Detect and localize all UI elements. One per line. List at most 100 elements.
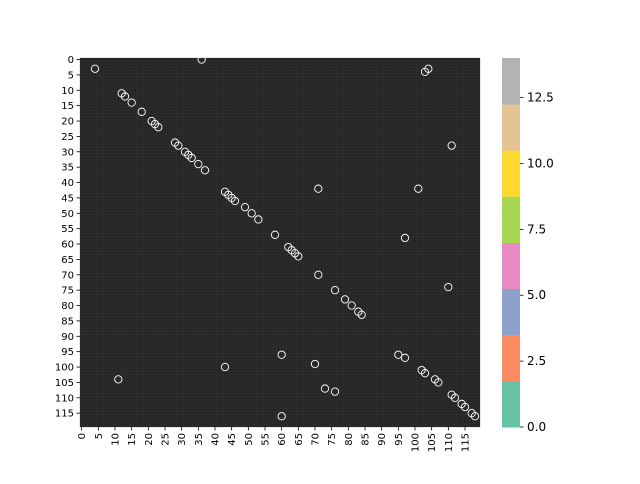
y-tick-label: 40 [61, 178, 74, 189]
y-tick-label: 5 [68, 70, 74, 81]
highlighted-cell [137, 107, 146, 116]
y-tick-label: 20 [61, 117, 74, 128]
y-tick-label: 0 [68, 55, 74, 66]
highlighted-cell [310, 359, 320, 369]
y-tick-label: 35 [61, 163, 74, 174]
y-tick-label: 105 [55, 378, 74, 389]
colorbar-segment [502, 104, 520, 151]
cell-grid [79, 57, 481, 428]
highlighted-cell [294, 252, 303, 261]
colorbar-tick-label: 5.0 [527, 288, 546, 302]
y-tick-label: 85 [61, 316, 74, 327]
highlighted-cell [414, 184, 423, 193]
x-tick-label: 70 [311, 433, 322, 446]
x-axis: 0 5 10 15 20 25 30 35 40 45 50 55 60 65 70 75 80 85 90 95 10… [77, 427, 472, 452]
highlighted-cell [254, 215, 263, 224]
y-tick-label: 25 [61, 132, 74, 143]
highlighted-cell [114, 375, 123, 384]
highlighted-cell [460, 402, 470, 412]
y-tick-label: 10 [61, 86, 74, 97]
x-tick-label: 55 [261, 433, 272, 446]
x-tick-label: 30 [177, 433, 188, 446]
x-tick-label: 95 [394, 433, 405, 446]
x-tick-label: 105 [427, 433, 438, 452]
colorbar-segment [502, 150, 520, 197]
colorbar-segment [502, 196, 520, 243]
y-tick-label: 95 [61, 347, 74, 358]
y-tick-label: 80 [61, 301, 74, 312]
highlighted-cell [340, 295, 350, 304]
colorbar-tick-label: 7.5 [527, 222, 546, 236]
x-tick-label: 20 [144, 433, 155, 446]
x-tick-label: 0 [77, 433, 88, 439]
y-tick-label: 45 [61, 193, 74, 204]
cell-annotations [90, 55, 480, 421]
highlighted-cell [320, 384, 330, 393]
highlighted-cell [197, 55, 206, 64]
x-tick-label: 5 [94, 433, 105, 439]
x-tick-label: 80 [344, 433, 355, 446]
highlighted-cell [200, 166, 210, 175]
colorbar-segment [502, 380, 520, 428]
x-tick-label: 40 [211, 433, 222, 446]
highlighted-cell [434, 378, 443, 387]
y-tick-label: 75 [61, 286, 74, 297]
highlighted-cell [450, 393, 460, 402]
y-tick-label: 65 [61, 255, 74, 266]
highlighted-cell [420, 67, 430, 76]
colorbar-tick-label: 2.5 [527, 354, 546, 368]
x-tick-label: 85 [361, 433, 372, 446]
colorbar-segment [502, 58, 520, 105]
highlighted-cell [154, 123, 163, 132]
highlighted-cell [120, 92, 130, 101]
y-tick-label: 110 [55, 393, 74, 404]
highlighted-cell [394, 350, 403, 359]
highlighted-cell [400, 353, 410, 362]
colorbar-segment [502, 242, 520, 290]
y-tick-label: 50 [61, 209, 74, 220]
highlighted-cell [347, 301, 356, 310]
highlighted-cell [174, 141, 183, 150]
heatmap-area [79, 57, 481, 428]
highlighted-cell [470, 412, 480, 421]
highlighted-cell [444, 282, 453, 292]
highlighted-cell [187, 153, 196, 163]
highlighted-cell [277, 412, 286, 421]
highlighted-cell [127, 98, 136, 107]
x-tick-label: 90 [377, 433, 388, 446]
x-tick-label: 25 [161, 433, 172, 446]
highlighted-cell [220, 362, 230, 372]
highlighted-cell [400, 233, 410, 243]
colorbar-tick-label: 12.5 [527, 91, 554, 105]
colorbar-segment [502, 288, 520, 336]
y-tick-label: 90 [61, 332, 74, 343]
highlighted-cell [277, 350, 286, 359]
x-tick-label: 110 [444, 433, 455, 452]
x-tick-label: 10 [111, 433, 122, 446]
highlighted-cell [447, 141, 456, 150]
y-tick-label: 60 [61, 240, 74, 251]
highlighted-cell [194, 159, 203, 169]
highlighted-cell [314, 184, 323, 193]
x-tick-label: 50 [244, 433, 255, 446]
x-tick-label: 60 [277, 433, 288, 446]
highlighted-cell [270, 230, 280, 239]
y-tick-label: 30 [61, 147, 74, 158]
colorbar: 0.0 2.5 5.0 7.5 10.0 12.5 [502, 58, 554, 434]
y-tick-label: 70 [61, 270, 74, 281]
x-tick-label: 15 [127, 433, 138, 446]
x-tick-label: 45 [227, 433, 238, 446]
y-tick-label: 100 [55, 363, 74, 374]
y-tick-label: 15 [61, 101, 74, 112]
highlighted-cell [240, 202, 250, 212]
x-tick-label: 115 [461, 433, 472, 452]
colorbar-tick-label: 0.0 [527, 420, 546, 434]
highlighted-cell [420, 369, 430, 378]
colorbar-segment [502, 334, 520, 382]
x-tick-label: 65 [294, 433, 305, 446]
highlighted-cell [330, 286, 340, 295]
highlighted-cell [247, 209, 256, 218]
highlighted-cell [230, 196, 240, 206]
